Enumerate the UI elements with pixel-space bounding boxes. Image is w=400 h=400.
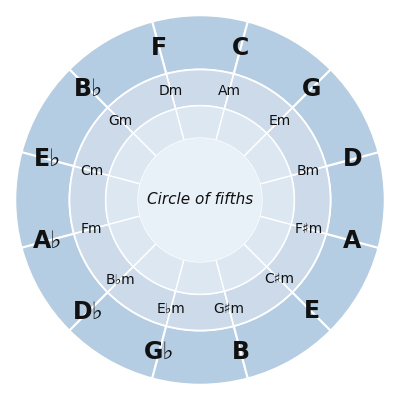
Circle shape [138,138,262,262]
Text: F: F [151,36,167,60]
Wedge shape [133,244,184,291]
Wedge shape [267,108,326,176]
Wedge shape [176,106,224,140]
Wedge shape [15,152,74,248]
Text: A♭: A♭ [33,229,62,253]
Wedge shape [106,176,140,224]
Wedge shape [109,216,156,267]
Wedge shape [108,74,176,133]
Wedge shape [152,15,248,74]
Wedge shape [326,152,385,248]
Wedge shape [234,292,331,378]
Wedge shape [166,70,234,109]
Wedge shape [291,166,330,234]
Wedge shape [74,224,133,292]
Wedge shape [216,109,267,156]
Wedge shape [69,22,166,108]
Text: E: E [303,300,320,324]
Wedge shape [267,224,326,292]
Wedge shape [108,267,176,326]
Text: Bm: Bm [297,164,320,178]
Wedge shape [176,260,224,294]
Text: G♭: G♭ [144,340,174,364]
Text: B♭: B♭ [74,76,103,100]
Text: G♯m: G♯m [214,302,244,316]
Text: F♯m: F♯m [294,222,323,236]
Text: B♭m: B♭m [106,272,135,286]
Wedge shape [292,69,378,166]
Wedge shape [224,74,292,133]
Wedge shape [234,22,331,108]
Wedge shape [152,326,248,385]
Wedge shape [224,267,292,326]
Text: Fm: Fm [81,222,102,236]
Text: Gm: Gm [108,114,133,128]
Text: D: D [342,147,362,171]
Wedge shape [70,166,109,234]
Text: Am: Am [218,84,240,98]
Wedge shape [216,244,267,291]
Text: D♭: D♭ [73,300,104,324]
Text: Dm: Dm [159,84,183,98]
Wedge shape [133,109,184,156]
Text: Circle of fifths: Circle of fifths [147,192,253,208]
Text: E♭m: E♭m [156,302,185,316]
Wedge shape [244,216,291,267]
Text: G: G [302,76,321,100]
Text: C♯m: C♯m [264,272,294,286]
Wedge shape [260,176,294,224]
Wedge shape [22,234,108,331]
Wedge shape [292,234,378,331]
Wedge shape [22,69,108,166]
Text: Cm: Cm [80,164,103,178]
Text: Em: Em [268,114,290,128]
Text: A: A [343,229,361,253]
Text: E♭: E♭ [34,147,61,171]
Text: C: C [232,36,250,60]
Wedge shape [109,133,156,184]
Text: B: B [232,340,250,364]
Wedge shape [166,291,234,330]
Wedge shape [69,292,166,378]
Wedge shape [244,133,291,184]
Wedge shape [74,108,133,176]
